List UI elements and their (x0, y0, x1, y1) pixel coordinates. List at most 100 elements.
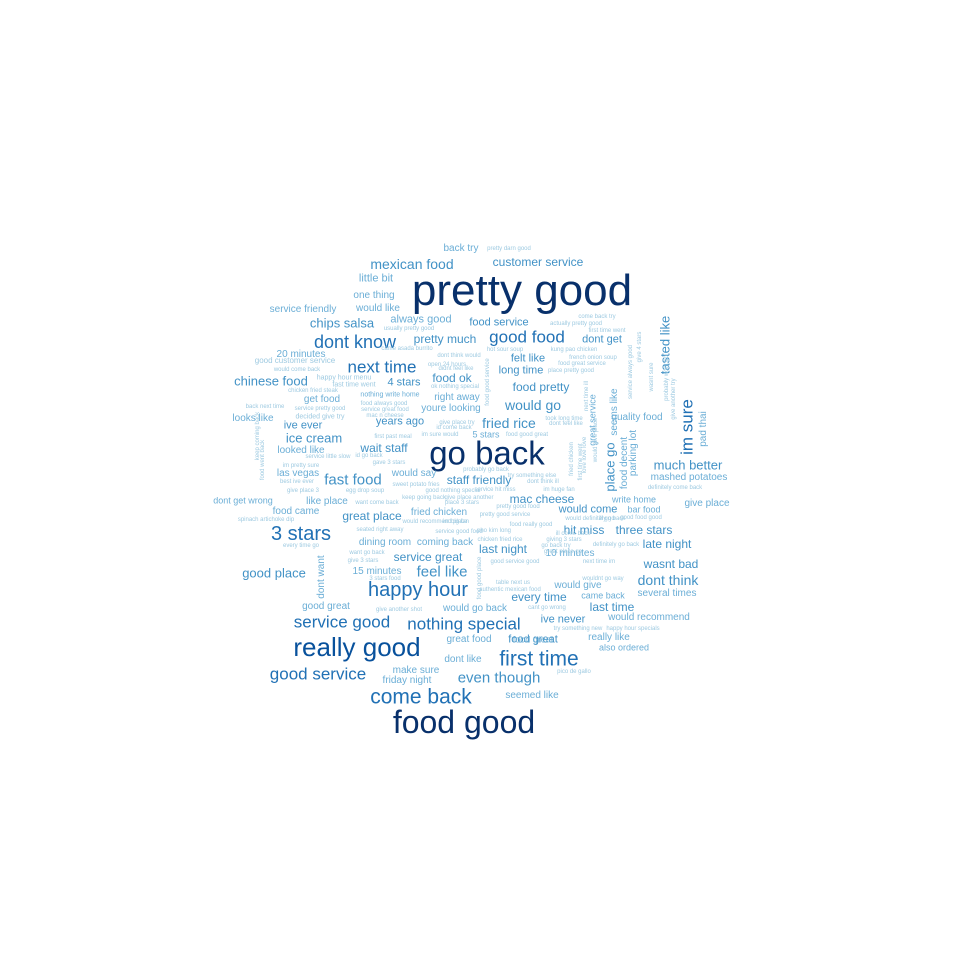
word-feel-like: feel like (416, 563, 468, 581)
word-last-time: last time (589, 600, 635, 614)
word-service-little-slow: service little slow (305, 454, 351, 460)
word-fast-time-went: fast time went (332, 381, 376, 389)
word-food-pretty: food pretty (512, 380, 570, 394)
word-ok-nothing-special: ok nothing special (430, 384, 480, 390)
word-coming-back: coming back (416, 537, 474, 548)
word-food-ok: food ok (432, 371, 472, 385)
word-nothing-special: nothing special (407, 614, 521, 634)
word-want-come-back: want come back (355, 500, 399, 506)
word-pico-de-gallo: pico de gallo (557, 669, 591, 675)
word-gave-3-stars: gave 3 stars (372, 460, 406, 466)
word-chicken-fried-rice: chicken fried rice (477, 537, 523, 543)
word-would-give-place: would give place (593, 417, 599, 463)
word-dont-think: dont think (637, 572, 699, 588)
word-3-stars-food: 3 stars food (369, 576, 401, 582)
word-ice-cream: ice cream (285, 430, 343, 446)
word-every-time: every time (511, 590, 567, 604)
word-mexican-food: mexican food (370, 256, 454, 272)
word-friday-night: friday night (382, 675, 432, 686)
word-ill-go-back: ill go back (598, 516, 626, 522)
word-probably-wont-go: probably wont go (664, 355, 670, 401)
word-next-time-ill: next time ill (584, 380, 590, 412)
word-first-past-meal: first past meal (374, 434, 412, 440)
word-best-ive-ever: best ive ever (279, 479, 315, 485)
word-long-time: long time (498, 364, 544, 377)
word-much-better: much better (653, 457, 723, 473)
word-im-big-fan: im big fan (442, 519, 470, 525)
word-wasnt-bad: wasnt bad (643, 557, 699, 571)
word-give-place-try: give place try (439, 420, 475, 426)
word-wouldnt-go-way: wouldnt go way (582, 576, 624, 582)
word-came-back: came back (581, 590, 625, 601)
word-every-time-go: every time go (282, 543, 320, 549)
word-mac-cheese: mac cheese (509, 492, 575, 506)
word-took-long-time: took long time (545, 416, 583, 422)
word-want-go-back: want go back (349, 550, 385, 556)
word-food-really-good: food really good (509, 522, 553, 528)
word-good-food: good food (489, 327, 565, 347)
word-ive-ever: ive ever (283, 419, 323, 432)
word-staff-friendly: staff friendly (446, 473, 512, 487)
word-good-food-good: good food good (620, 515, 662, 521)
word-great-place: great place (342, 509, 402, 523)
word-really-good: really good (293, 632, 421, 662)
word-try-something-new: try something new (553, 626, 603, 632)
word-food-good-great: food good great (505, 432, 549, 438)
word-pho-kim-long: pho kim long (476, 528, 512, 534)
word-bar-food: bar food (627, 504, 661, 515)
word-giving-3-stars: giving 3 stars (546, 537, 582, 543)
word-customer-service: customer service (492, 255, 584, 269)
word-dont-want: dont want (316, 555, 327, 599)
word-great-food: great food (446, 634, 492, 645)
word-would-go-back: would go back (443, 603, 507, 614)
word-french-onion-soup: french onion soup (569, 355, 617, 361)
word-chinese-food: chinese food (234, 373, 308, 389)
word-come-back-try: come back try (578, 314, 616, 320)
word-last-night: last night (478, 542, 528, 556)
word-really-like: really like (588, 632, 630, 643)
word-like-place: like place (306, 496, 348, 507)
word-im-pretty-sure: im pretty sure (282, 463, 320, 469)
word-service-hit-miss: service hit miss (474, 487, 516, 493)
word-service-friendly: service friendly (269, 304, 337, 315)
word-dont-know: dont know (313, 332, 397, 352)
word-chicken-fried-steak: chicken fried steak (288, 388, 338, 394)
word-egg-drop-soup: egg drop soup (345, 488, 385, 494)
word-give-place-3: give place 3 (286, 488, 320, 494)
word-good-place: good place (242, 565, 306, 581)
word-seems-like: seems like (609, 388, 620, 436)
word-get-food: get food (303, 394, 341, 405)
word-table-next-us: table next us (495, 580, 531, 586)
word-place-3-stars: place 3 stars (444, 500, 480, 506)
word-next-time-im: next time im (582, 559, 616, 565)
word-didnt-feel-like: didnt feel like (438, 366, 474, 372)
word-first-time: first time (499, 647, 579, 671)
word-hit-miss: hit miss (563, 523, 605, 537)
word-food-came: food came (272, 506, 320, 517)
word-15-minutes: 15 minutes (352, 566, 402, 577)
word-dont-think-would: dont think would (437, 353, 481, 359)
word-back-next-time: back next time (245, 404, 285, 410)
word-next-time: next time (347, 357, 417, 377)
word-pretty-much: pretty much (413, 332, 477, 346)
word-mac-n-cheese: mac n cheese (366, 413, 404, 419)
word-im-sure: im sure (677, 399, 697, 455)
word-would-like: would like (356, 303, 400, 314)
word-good-service: good service (269, 664, 367, 684)
word-first-time-went: first time went (588, 328, 626, 334)
word-go-back: go back (429, 434, 545, 472)
word-always-good: always good (390, 313, 452, 326)
word-food-always-good: food always good (360, 401, 408, 407)
word-fried-chicken: fried chicken (410, 507, 468, 518)
word-three-stars: three stars (615, 523, 673, 537)
word-give-place: give place (684, 498, 730, 509)
word-happy-hour: happy hour (367, 579, 469, 601)
word-back-try: back try (443, 243, 479, 254)
word-food-service: food service (469, 316, 529, 329)
word-go-back-try: go back try (541, 543, 571, 549)
word-kung-pao-chicken: kung pao chicken (550, 347, 598, 353)
word-happy-hour-specials: happy hour specials (606, 626, 660, 632)
word-looked-like: looked like (277, 445, 325, 456)
word-good-great: good great (302, 601, 350, 612)
